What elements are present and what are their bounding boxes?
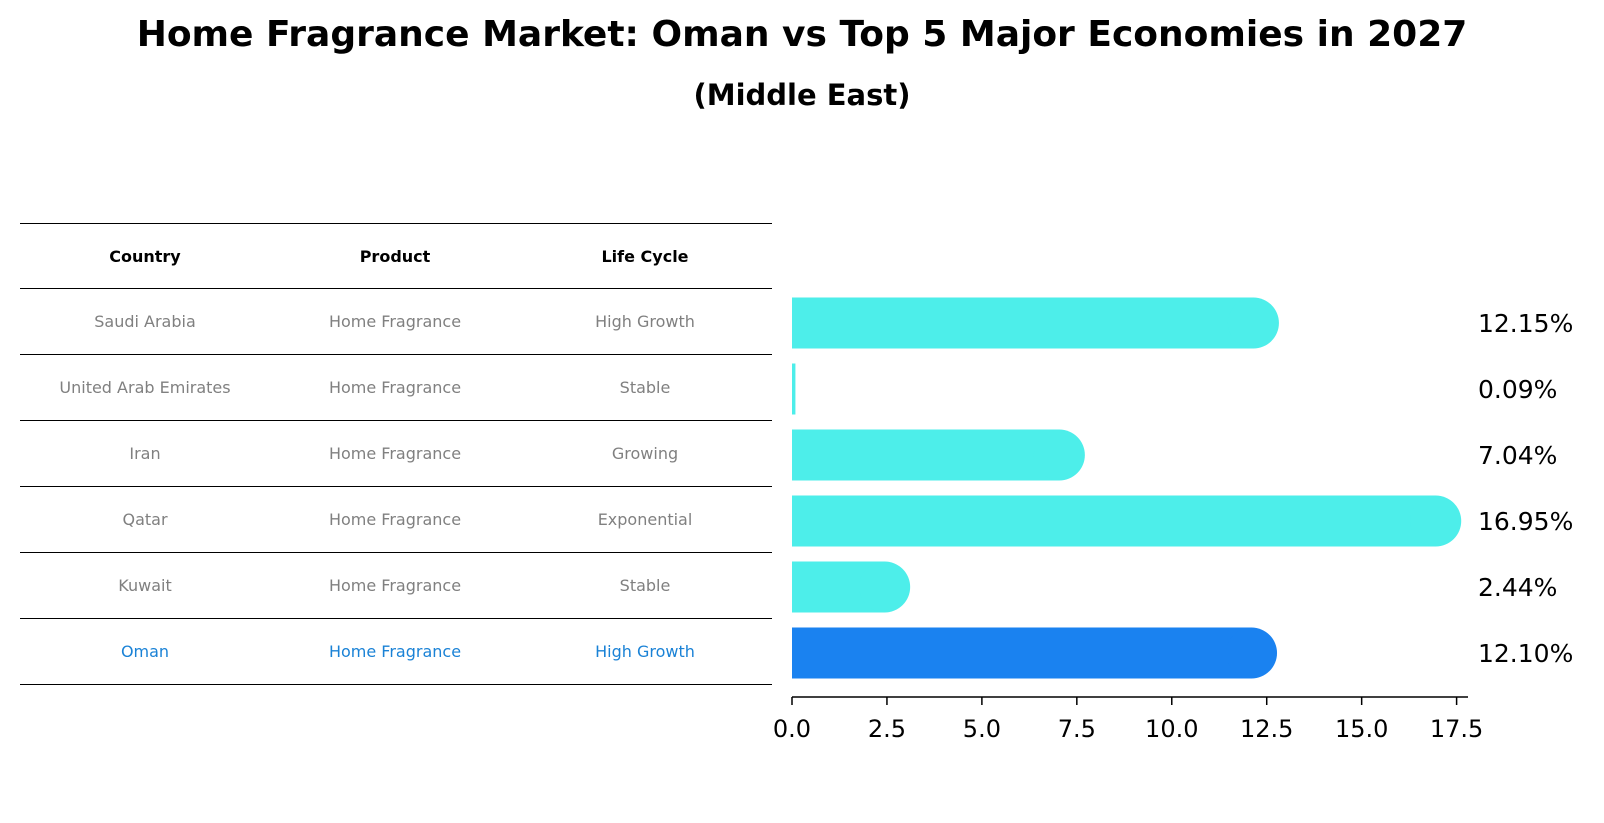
bar-cap (1410, 495, 1462, 547)
cell-life-cycle: Stable (619, 378, 671, 397)
table-row: Qatar Home Fragrance Exponential (20, 487, 772, 553)
header-life-cycle: Life Cycle (601, 246, 689, 266)
bar-cap (1033, 429, 1085, 481)
table-row-highlighted: Oman Home Fragrance High Growth (20, 619, 772, 685)
cell-life-cycle: Stable (619, 576, 671, 595)
cell-country: Iran (129, 444, 161, 463)
value-label: 12.15% (1478, 309, 1573, 338)
market-table: Country Product Life Cycle Saudi Arabia … (20, 223, 772, 685)
cell-life-cycle: High Growth (595, 642, 695, 661)
cell-life-cycle: Exponential (597, 510, 693, 529)
header-product: Product (359, 246, 431, 266)
bar-oman (792, 627, 1252, 679)
header-country: Country (109, 246, 181, 266)
bar-saudi-arabia (792, 297, 1254, 349)
x-tick-label: 10.0 (1145, 715, 1198, 743)
cell-product: Home Fragrance (328, 378, 462, 397)
x-tick-label: 5.0 (963, 715, 1001, 743)
bar-cap (1227, 297, 1279, 349)
chart-title: Home Fragrance Market: Oman vs Top 5 Maj… (136, 14, 1468, 55)
value-label: 16.95% (1478, 507, 1573, 536)
cell-country: Saudi Arabia (94, 312, 196, 331)
cell-life-cycle: Growing (611, 444, 679, 463)
cell-country: United Arab Emirates (59, 378, 231, 397)
value-label: 7.04% (1478, 441, 1557, 470)
bar-iran (792, 429, 1060, 481)
value-label: 12.10% (1478, 639, 1573, 668)
bar-united-arab-emirates (792, 363, 796, 415)
cell-country: Qatar (122, 510, 168, 529)
x-tick-label: 2.5 (868, 715, 906, 743)
x-tick-label: 17.5 (1430, 715, 1483, 743)
chart-subtitle: (Middle East) (693, 78, 911, 112)
x-tick-label: 12.5 (1240, 715, 1293, 743)
cell-product: Home Fragrance (328, 312, 462, 331)
cell-product: Home Fragrance (328, 642, 462, 661)
x-tick-label: 7.5 (1058, 715, 1096, 743)
cell-product: Home Fragrance (328, 444, 462, 463)
cell-life-cycle: High Growth (595, 312, 695, 331)
table-header-row: Country Product Life Cycle (20, 223, 772, 289)
table-row: Iran Home Fragrance Growing (20, 421, 772, 487)
bar-cap (859, 561, 911, 613)
cell-country: Oman (120, 642, 170, 661)
table-row: United Arab Emirates Home Fragrance Stab… (20, 355, 772, 421)
table-row: Kuwait Home Fragrance Stable (20, 553, 772, 619)
cell-country: Kuwait (118, 576, 172, 595)
x-tick-label: 0.0 (773, 715, 811, 743)
value-label: 2.44% (1478, 573, 1557, 602)
bar-cap (1226, 627, 1278, 679)
x-tick-label: 15.0 (1335, 715, 1388, 743)
cell-product: Home Fragrance (328, 510, 462, 529)
cell-product: Home Fragrance (328, 576, 462, 595)
value-label: 0.09% (1478, 375, 1557, 404)
bar-qatar (792, 495, 1436, 547)
table-row: Saudi Arabia Home Fragrance High Growth (20, 289, 772, 355)
